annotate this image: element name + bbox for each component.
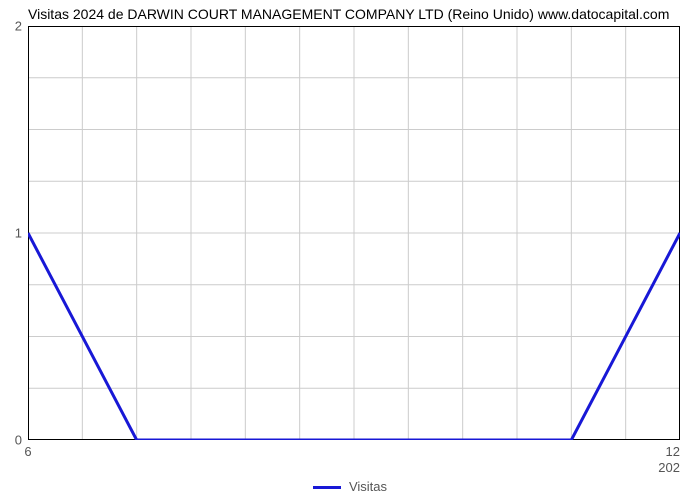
chart-title: Visitas 2024 de DARWIN COURT MANAGEMENT …	[28, 6, 669, 22]
x-tick-label: 6	[24, 444, 31, 459]
legend-swatch	[313, 486, 341, 489]
y-tick-label: 2	[15, 19, 22, 34]
legend-label: Visitas	[349, 479, 387, 494]
chart-svg	[28, 26, 680, 440]
y-tick-label: 0	[15, 433, 22, 448]
plot-area: 012612202	[28, 26, 680, 440]
y-tick-label: 1	[15, 226, 22, 241]
x-secondary-label: 202	[658, 460, 680, 475]
legend: Visitas	[0, 479, 700, 494]
x-tick-label: 12	[666, 444, 680, 459]
